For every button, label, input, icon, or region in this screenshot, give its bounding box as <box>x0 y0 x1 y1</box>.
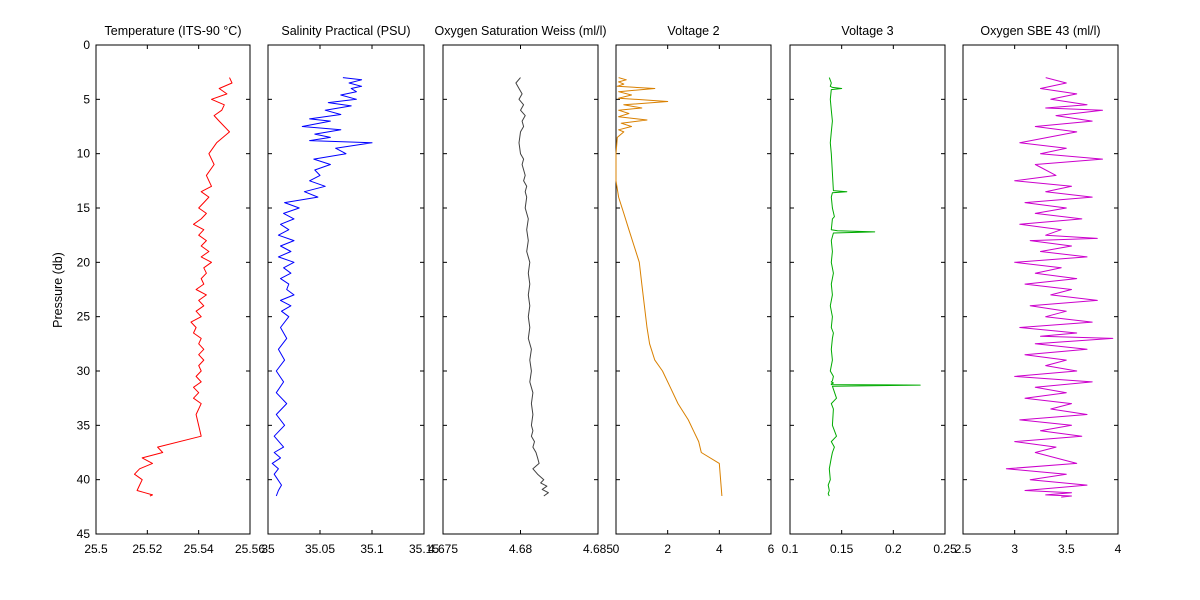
series-line <box>1005 77 1114 498</box>
panel-6: Oxygen SBE 43 (ml/l) 2.5 3 3.5 4 <box>955 24 1122 556</box>
x-tick-label: 2.5 <box>955 542 972 556</box>
y-tick-label: 40 <box>77 473 91 487</box>
x-tick-label: 4.68 <box>509 542 533 556</box>
panel-5: Voltage 3 0.1 0.15 0.2 0.25 <box>782 24 957 556</box>
x-tick-label: 4.675 <box>428 542 458 556</box>
panel-frame <box>267 44 425 535</box>
panel-frame <box>95 44 251 535</box>
series-line <box>615 77 723 497</box>
x-tick-label: 0.1 <box>782 542 799 556</box>
series-line <box>271 77 373 497</box>
x-tick-label: 2 <box>664 542 671 556</box>
y-tick-label: 10 <box>77 147 91 161</box>
panel-3: Oxygen Saturation Weiss (ml/l) 4.675 4.68 4… <box>428 24 613 556</box>
panel-2: Salinity Practical (PSU) 35 35.05 35.1 35.15 <box>261 24 439 556</box>
x-tick-label: 35.15 <box>409 542 439 556</box>
panel-frame <box>615 44 772 535</box>
x-tick-label: 25.56 <box>235 542 265 556</box>
series-line <box>515 77 549 497</box>
panel-title: Oxygen SBE 43 (ml/l) <box>980 24 1100 38</box>
y-tick-label: 35 <box>77 418 91 432</box>
panel-frame <box>789 44 946 535</box>
panel-1: Temperature (ITS-90 °C) 0 5 10 15 20 25 30 35 40 4… <box>77 24 266 556</box>
panels: Temperature (ITS-90 °C)05101520253035404… <box>77 24 1122 556</box>
x-tick-label: 35.1 <box>360 542 384 556</box>
panel-title: Voltage 2 <box>667 24 719 38</box>
x-tick-label: 0.25 <box>933 542 957 556</box>
x-tick-label: 4.685 <box>583 542 613 556</box>
y-tick-label: 5 <box>83 92 90 106</box>
y-axis-label: Pressure (db) <box>51 252 65 328</box>
x-tick-label: 0.2 <box>885 542 902 556</box>
x-tick-label: 25.52 <box>132 542 162 556</box>
x-tick-label: 4 <box>1115 542 1122 556</box>
x-tick-label: 35.05 <box>305 542 335 556</box>
series-line <box>134 77 233 497</box>
panel-title: Oxygen Saturation Weiss (ml/l) <box>434 24 606 38</box>
x-tick-label: 0.15 <box>830 542 854 556</box>
y-tick-label: 0 <box>83 38 90 52</box>
series-line <box>827 77 921 497</box>
panel-4: Voltage 2 0 2 4 6 <box>613 24 775 556</box>
x-tick-label: 3.5 <box>1058 542 1075 556</box>
x-tick-label: 0 <box>613 542 620 556</box>
x-tick-label: 35 <box>261 542 275 556</box>
x-tick-label: 4 <box>716 542 723 556</box>
x-tick-label: 25.5 <box>84 542 108 556</box>
panel-title: Temperature (ITS-90 °C) <box>105 24 242 38</box>
panel-title: Voltage 3 <box>841 24 893 38</box>
y-tick-label: 20 <box>77 255 91 269</box>
y-tick-label: 30 <box>77 364 91 378</box>
x-tick-label: 6 <box>768 542 775 556</box>
y-tick-label: 15 <box>77 201 91 215</box>
y-tick-label: 25 <box>77 310 91 324</box>
x-tick-label: 25.54 <box>184 542 214 556</box>
x-tick-label: 3 <box>1011 542 1018 556</box>
panel-frame <box>962 44 1119 535</box>
y-tick-label: 45 <box>77 527 91 541</box>
panel-title: Salinity Practical (PSU) <box>281 24 410 38</box>
